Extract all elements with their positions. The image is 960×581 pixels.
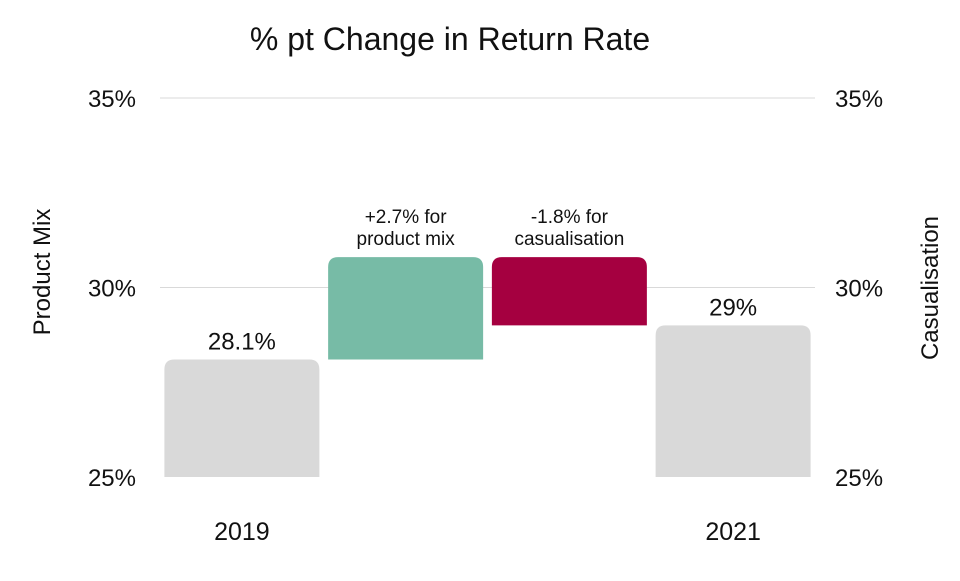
data-label-y2019: 28.1% (208, 329, 276, 356)
bar-product_mix (328, 257, 484, 360)
data-label-y2021: 29% (709, 294, 757, 321)
left-tick-label: 35% (88, 86, 136, 113)
category-label-y2021: 2021 (705, 518, 761, 546)
data-label-casualisation: casualisation (514, 229, 624, 250)
chart-title: % pt Change in Return Rate (250, 21, 650, 57)
category-label-y2019: 2019 (214, 518, 270, 546)
left-axis-title: Product Mix (29, 209, 56, 336)
left-tick-label: 25% (88, 465, 136, 492)
bar-y2019 (164, 359, 320, 477)
left-tick-label: 30% (88, 276, 136, 303)
right-tick-label: 30% (835, 276, 883, 303)
bar-casualisation (491, 257, 647, 326)
bar-y2021 (655, 325, 811, 477)
right-axis-title: Casualisation (917, 216, 944, 360)
right-tick-label: 35% (835, 86, 883, 113)
data-label-casualisation: -1.8% for (531, 207, 609, 228)
bars (164, 257, 811, 477)
tick-labels: 25% 25% 30% 30% 35% 35% (88, 86, 883, 492)
data-label-product_mix: product mix (357, 229, 456, 250)
right-tick-label: 25% (835, 465, 883, 492)
data-label-product_mix: +2.7% for (365, 207, 448, 228)
gridlines (160, 97, 815, 288)
